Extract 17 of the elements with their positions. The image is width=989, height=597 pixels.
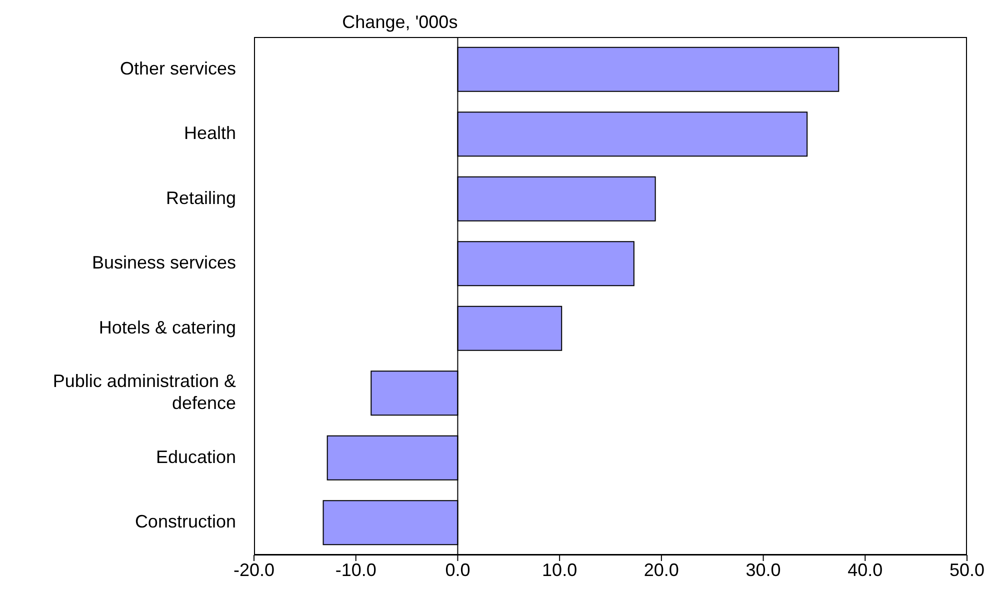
y-tick-label: Education bbox=[156, 446, 236, 467]
y-tick-label: Construction bbox=[134, 511, 236, 532]
y-tick-label: Other services bbox=[120, 58, 236, 78]
x-tick-label: 20.0 bbox=[644, 560, 679, 580]
y-tick-label: Public administration & defence bbox=[52, 370, 236, 413]
y-tick-label: Health bbox=[184, 122, 236, 143]
x-tick-label: 30.0 bbox=[746, 560, 781, 580]
x-tick-label: -10.0 bbox=[335, 560, 376, 580]
x-tick-label: 10.0 bbox=[542, 560, 578, 580]
chart-title: Change, '000s bbox=[341, 12, 458, 33]
y-tick-label: Business services bbox=[92, 252, 236, 272]
x-tick-label: 50.0 bbox=[949, 560, 985, 580]
y-tick-label: Hotels & catering bbox=[98, 317, 236, 338]
y-tick-label: Retailing bbox=[166, 188, 236, 208]
x-tick-label: -20.0 bbox=[233, 560, 275, 580]
x-tick-label: 0.0 bbox=[445, 560, 470, 580]
x-tick-label: 40.0 bbox=[848, 560, 883, 580]
